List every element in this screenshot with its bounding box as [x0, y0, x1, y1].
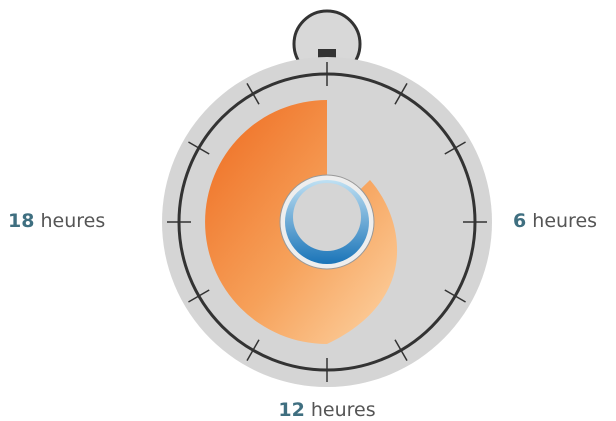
bottom-label: 12 heures [278, 399, 375, 421]
hour-number: 6 [513, 210, 526, 232]
hour-unit: heures [311, 399, 376, 421]
hour-number: 18 [8, 210, 34, 232]
left-label: 18 heures [8, 210, 105, 232]
hour-unit: heures [532, 210, 597, 232]
right-label: 6 heures [513, 210, 597, 232]
hour-unit: heures [41, 210, 106, 232]
hour-number: 12 [278, 399, 304, 421]
stopwatch-diagram: 18 heures 6 heures 12 heures [0, 0, 616, 421]
hub [280, 175, 374, 269]
